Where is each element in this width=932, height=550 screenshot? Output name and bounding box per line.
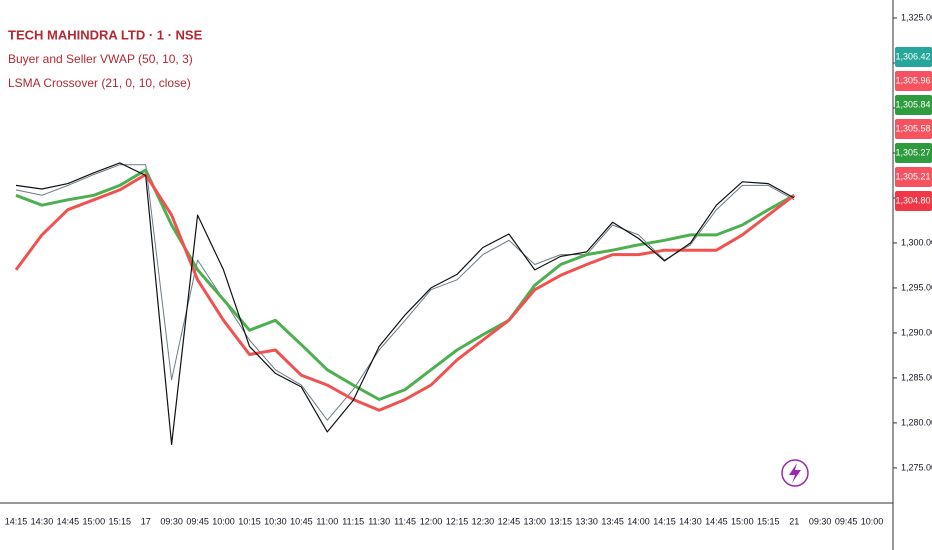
x-tick-label: 14:45 xyxy=(705,516,728,526)
price-badge-label: 1,305.21 xyxy=(895,171,930,181)
x-tick-label: 17 xyxy=(141,516,151,526)
x-tick-label: 10:00 xyxy=(212,516,235,526)
y-tick-label: 1,325.00 xyxy=(901,12,932,22)
price-badge xyxy=(895,167,932,187)
x-tick-label: 09:45 xyxy=(835,516,858,526)
price-badge xyxy=(895,47,932,67)
y-tick-label: 1,290.00 xyxy=(901,327,932,337)
x-tick-label: 11:15 xyxy=(342,516,364,526)
x-tick-label: 13:00 xyxy=(524,516,547,526)
indicator-label: Buyer and Seller VWAP (50, 10, 3) xyxy=(8,52,193,66)
series-line xyxy=(15,162,795,446)
y-tick-label: 1,300.00 xyxy=(901,237,932,247)
price-badge xyxy=(895,71,932,91)
x-tick-label: 12:30 xyxy=(472,516,495,526)
lightning-icon[interactable] xyxy=(781,459,809,487)
x-tick-label: 11:30 xyxy=(368,516,390,526)
x-tick-label: 13:45 xyxy=(601,516,624,526)
x-tick-label: 15:15 xyxy=(108,516,131,526)
x-tick-label: 09:30 xyxy=(809,516,832,526)
indicator-label: LSMA Crossover (21, 0, 10, close) xyxy=(8,76,191,90)
price-badge-label: 1,305.27 xyxy=(895,147,930,157)
x-tick-label: 14:15 xyxy=(5,516,28,526)
x-tick-label: 14:15 xyxy=(653,516,676,526)
price-badge-label: 1,306.42 xyxy=(895,51,930,61)
x-tick-label: 13:15 xyxy=(549,516,572,526)
x-tick-label: 10:00 xyxy=(861,516,884,526)
x-tick-label: 14:00 xyxy=(627,516,650,526)
price-badge xyxy=(895,119,932,139)
x-tick-label: 10:30 xyxy=(264,516,287,526)
series-line xyxy=(15,168,795,401)
y-tick-label: 1,285.00 xyxy=(901,372,932,382)
x-tick-label: 11:00 xyxy=(316,516,338,526)
x-tick-label: 13:30 xyxy=(575,516,598,526)
x-tick-label: 09:45 xyxy=(186,516,209,526)
price-badge-label: 1,305.96 xyxy=(895,75,930,85)
x-tick-label: 21 xyxy=(789,516,799,526)
x-tick-label: 12:00 xyxy=(420,516,443,526)
x-tick-label: 09:30 xyxy=(160,516,183,526)
price-badge-label: 1,304.80 xyxy=(895,195,930,205)
x-tick-label: 14:30 xyxy=(679,516,702,526)
x-tick-label: 14:45 xyxy=(57,516,80,526)
series-line xyxy=(14,173,796,412)
price-badge xyxy=(895,95,932,115)
series-line xyxy=(15,164,795,421)
x-tick-label: 15:00 xyxy=(731,516,754,526)
x-tick-label: 15:15 xyxy=(757,516,780,526)
price-badge-label: 1,305.84 xyxy=(895,99,930,109)
price-badge xyxy=(895,143,932,163)
price-badge xyxy=(895,191,932,211)
chart-title: TECH MAHINDRA LTD · 1 · NSE xyxy=(8,27,203,42)
x-tick-label: 15:00 xyxy=(83,516,106,526)
x-tick-label: 12:45 xyxy=(498,516,521,526)
x-tick-label: 10:15 xyxy=(238,516,261,526)
series-layer xyxy=(14,162,796,446)
price-badge-label: 1,305.58 xyxy=(895,123,930,133)
x-tick-label: 10:45 xyxy=(290,516,313,526)
y-tick-label: 1,295.00 xyxy=(901,282,932,292)
y-tick-label: 1,275.00 xyxy=(901,462,932,472)
y-tick-label: 1,280.00 xyxy=(901,417,932,427)
x-tick-label: 12:15 xyxy=(446,516,469,526)
x-tick-label: 14:30 xyxy=(31,516,54,526)
icon-bolt xyxy=(789,463,801,483)
x-tick-label: 11:45 xyxy=(394,516,416,526)
